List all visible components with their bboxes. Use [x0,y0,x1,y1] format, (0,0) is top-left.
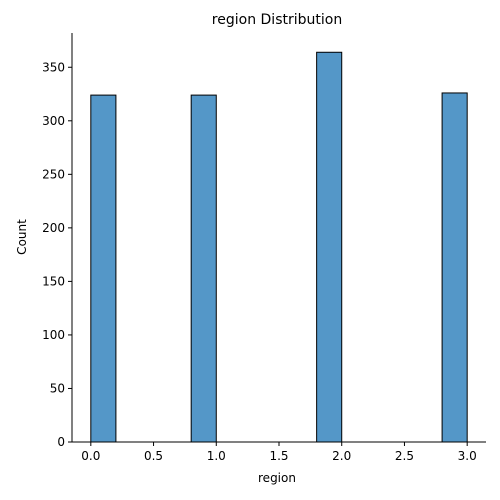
histogram-bar-1 [190,94,217,443]
bars-layer [90,51,468,443]
y-tick-label: 300 [42,114,65,128]
histogram-bar-0 [90,94,117,443]
x-axis-label: region [258,471,296,485]
x-tick-label: 0.0 [81,449,100,463]
y-tick-label: 150 [42,274,65,288]
histogram-bar-3 [441,92,468,443]
y-axis-label: Count [15,219,29,255]
y-tick-label: 0 [57,435,65,449]
x-tick-label: 1.5 [269,449,288,463]
y-tick-label: 250 [42,167,65,181]
y-tick-label: 350 [42,60,65,74]
y-tick-label: 200 [42,221,65,235]
y-axis-ticks: 0 50 100 150 200 250 300 350 [42,60,72,449]
x-tick-label: 2.5 [395,449,414,463]
histogram-bar-2 [316,51,343,443]
x-tick-label: 1.0 [207,449,226,463]
x-tick-label: 2.0 [332,449,351,463]
y-tick-label: 100 [42,328,65,342]
y-tick-label: 50 [50,381,65,395]
x-tick-label: 0.5 [144,449,163,463]
chart-title: region Distribution [212,12,342,28]
x-tick-label: 3.0 [458,449,477,463]
x-axis-ticks: 0.0 0.5 1.0 1.5 2.0 2.5 3.0 [81,442,477,463]
